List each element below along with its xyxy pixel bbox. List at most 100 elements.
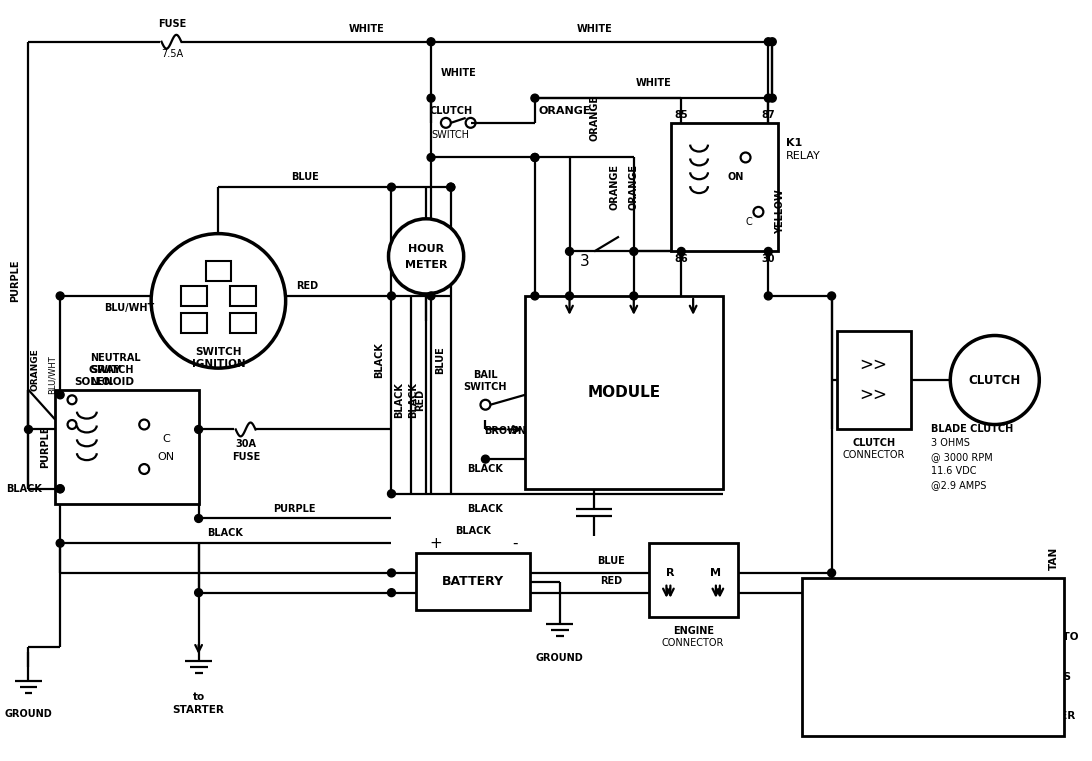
Circle shape bbox=[764, 38, 772, 46]
Circle shape bbox=[769, 94, 776, 102]
Text: 30: 30 bbox=[761, 254, 775, 264]
Text: WHITE: WHITE bbox=[577, 24, 613, 34]
Circle shape bbox=[24, 425, 33, 434]
Text: M: M bbox=[213, 265, 224, 278]
Text: M: M bbox=[711, 568, 722, 578]
Circle shape bbox=[56, 485, 64, 493]
Text: ORANGE: ORANGE bbox=[31, 349, 40, 391]
Circle shape bbox=[828, 292, 835, 300]
Circle shape bbox=[194, 425, 203, 434]
Circle shape bbox=[194, 514, 203, 523]
Text: SWITCH: SWITCH bbox=[431, 129, 470, 140]
Text: S: S bbox=[189, 289, 198, 302]
Text: BLACK: BLACK bbox=[408, 382, 418, 418]
Text: FUSE: FUSE bbox=[157, 19, 186, 29]
Bar bbox=[802, 578, 1064, 736]
Text: -: - bbox=[512, 536, 518, 551]
Text: WHITE: WHITE bbox=[441, 68, 477, 78]
Text: BLACK: BLACK bbox=[467, 464, 503, 474]
Text: YELLOW: YELLOW bbox=[775, 189, 785, 234]
Text: RELAY: RELAY bbox=[786, 151, 821, 161]
Circle shape bbox=[764, 247, 772, 256]
Text: BLACK: BLACK bbox=[375, 342, 384, 378]
Bar bbox=[525, 296, 723, 489]
Text: BLU/WHT: BLU/WHT bbox=[48, 355, 57, 394]
Circle shape bbox=[388, 589, 395, 597]
Bar bbox=[672, 123, 779, 251]
Circle shape bbox=[566, 292, 573, 300]
Text: BATTERY: BATTERY bbox=[442, 575, 505, 588]
Circle shape bbox=[828, 589, 835, 597]
Text: MODULE: MODULE bbox=[587, 385, 661, 400]
Circle shape bbox=[388, 569, 395, 577]
Text: >>: >> bbox=[859, 356, 888, 374]
Text: 3. START: 3. START bbox=[851, 712, 902, 721]
Text: STARTER: STARTER bbox=[173, 705, 225, 715]
Circle shape bbox=[388, 183, 395, 191]
Bar bbox=[230, 313, 256, 333]
Text: BATTERY ANS STARTER: BATTERY ANS STARTER bbox=[939, 712, 1075, 721]
Text: BLU/WHT: BLU/WHT bbox=[104, 303, 154, 313]
Text: BAIL: BAIL bbox=[473, 370, 498, 380]
Circle shape bbox=[56, 391, 64, 399]
Text: BLACK: BLACK bbox=[455, 527, 491, 537]
Circle shape bbox=[151, 234, 286, 368]
Circle shape bbox=[427, 38, 435, 46]
Text: G: G bbox=[238, 316, 248, 330]
Text: CONNECTOR: CONNECTOR bbox=[662, 638, 724, 648]
Text: GROUND: GROUND bbox=[536, 653, 583, 663]
Circle shape bbox=[630, 247, 638, 256]
Text: BLACK: BLACK bbox=[467, 504, 503, 514]
Text: FUSE: FUSE bbox=[232, 452, 260, 462]
Circle shape bbox=[531, 154, 538, 161]
Circle shape bbox=[531, 292, 538, 300]
Circle shape bbox=[427, 292, 435, 300]
Circle shape bbox=[764, 292, 772, 300]
Text: GROUND AND MAGNETO: GROUND AND MAGNETO bbox=[936, 632, 1079, 642]
Text: BROWN: BROWN bbox=[484, 426, 526, 437]
Bar bbox=[56, 390, 199, 504]
Bar bbox=[181, 313, 206, 333]
Text: WHITE: WHITE bbox=[348, 24, 384, 34]
Text: 11.6 VDC: 11.6 VDC bbox=[930, 466, 976, 476]
Bar bbox=[416, 553, 530, 610]
Text: BLUE: BLUE bbox=[292, 172, 319, 182]
Text: SOLENOID: SOLENOID bbox=[74, 377, 134, 387]
Circle shape bbox=[56, 540, 64, 547]
Circle shape bbox=[56, 292, 64, 300]
Text: CONNECTOR: CONNECTOR bbox=[842, 451, 905, 460]
Text: ON: ON bbox=[727, 172, 744, 182]
Text: 2. RUN/LIGHTS: 2. RUN/LIGHTS bbox=[833, 672, 919, 682]
Bar bbox=[649, 543, 737, 617]
Circle shape bbox=[828, 569, 835, 577]
Text: PURPLE: PURPLE bbox=[40, 425, 50, 467]
Text: 3: 3 bbox=[580, 254, 590, 269]
Text: GREEN: GREEN bbox=[840, 342, 850, 379]
Text: C: C bbox=[745, 217, 752, 227]
Text: 30A: 30A bbox=[236, 439, 257, 449]
Text: METER: METER bbox=[405, 260, 448, 270]
Text: BLACK: BLACK bbox=[207, 528, 244, 538]
Text: 3 OHMS: 3 OHMS bbox=[930, 438, 970, 448]
Text: NEUTRAL: NEUTRAL bbox=[90, 353, 141, 363]
Text: BATTERY AND LIGHTS: BATTERY AND LIGHTS bbox=[943, 672, 1070, 682]
Text: ORANGE: ORANGE bbox=[609, 164, 619, 210]
Text: RED: RED bbox=[600, 576, 622, 586]
Circle shape bbox=[388, 292, 395, 300]
Text: ORANGE: ORANGE bbox=[590, 95, 600, 141]
Text: BLACK: BLACK bbox=[7, 484, 43, 494]
Text: RED: RED bbox=[415, 389, 425, 411]
Circle shape bbox=[764, 94, 772, 102]
Circle shape bbox=[677, 247, 685, 256]
Text: 87: 87 bbox=[761, 110, 775, 120]
Circle shape bbox=[630, 292, 638, 300]
Text: ORANGE: ORANGE bbox=[629, 164, 639, 210]
Text: GROUND: GROUND bbox=[4, 709, 52, 719]
Circle shape bbox=[531, 94, 538, 102]
Text: GRAY: GRAY bbox=[88, 365, 121, 375]
Text: ON: ON bbox=[157, 452, 175, 462]
Bar bbox=[836, 330, 911, 429]
Text: KEY POSITION: KEY POSITION bbox=[832, 593, 921, 603]
Text: SWITCH: SWITCH bbox=[90, 365, 133, 375]
Circle shape bbox=[194, 589, 203, 597]
